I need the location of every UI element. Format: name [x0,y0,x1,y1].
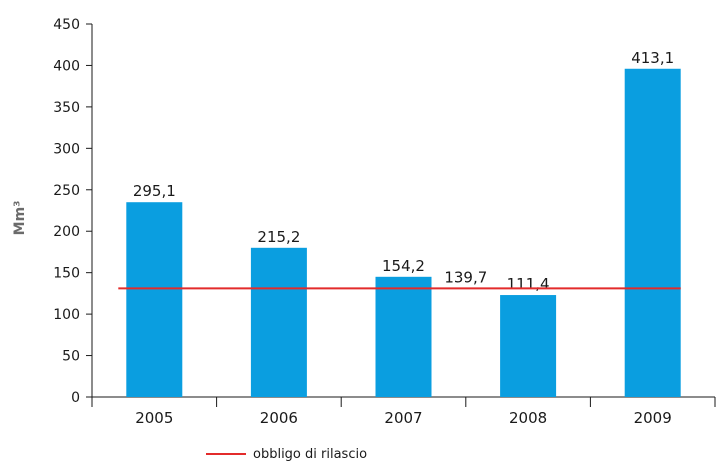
y-tick-label: 450 [53,17,80,33]
x-tick-label: 2005 [135,409,173,427]
data-label-2007: 154,2 [382,257,425,275]
legend: obbligo di rilascio [206,447,367,462]
chart-bars [126,68,681,397]
data-label-2009: 413,1 [631,49,674,67]
y-tick-label: 50 [62,349,80,365]
chart-axes: 0 50 100 150 200 250 300 350 400 450 2005 2006 2007 2… [53,17,716,427]
y-tick-label: 100 [53,307,80,323]
chart-data-labels: 295,1 215,2 154,2 111,4 413,1 [133,49,674,293]
bar-2009 [624,68,681,397]
bar-2006 [250,247,307,397]
bar-2008 [500,295,557,397]
y-tick-label: 400 [53,58,80,74]
y-tick-label: 0 [71,390,80,406]
y-tick-label: 200 [53,224,80,240]
reference-line-label: 139,7 [444,268,487,286]
x-tick-label: 2007 [384,409,422,427]
y-tick-label: 250 [53,183,80,199]
data-label-2006: 215,2 [257,228,300,246]
x-tick-label: 2009 [634,409,672,427]
x-tick-label: 2008 [509,409,547,427]
y-axis-label: Mm³ [12,201,28,236]
x-tick-label: 2006 [260,409,298,427]
legend-label: obbligo di rilascio [253,447,367,462]
y-tick-label: 350 [53,100,80,116]
data-label-2008: 111,4 [507,275,550,293]
y-tick-label: 300 [53,141,80,157]
y-tick-label: 150 [53,266,80,282]
reference-line-group: 139,7 [118,268,681,290]
bar-2007 [375,276,432,397]
bar-2005 [126,202,183,397]
data-label-2005: 295,1 [133,182,176,200]
